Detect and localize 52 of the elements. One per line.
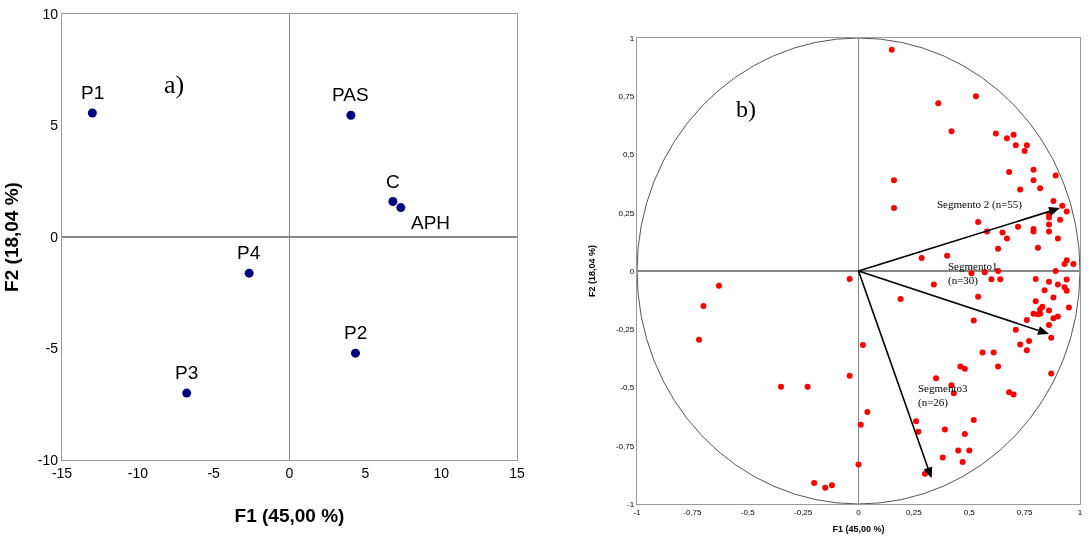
x-tick-label: 0,25 — [906, 507, 923, 517]
x-tick-label: -15 — [51, 465, 73, 481]
point — [388, 197, 398, 207]
y-tick-label: -1 — [627, 499, 635, 509]
annotation: a) — [164, 70, 185, 99]
x-tick-label: 0 — [285, 465, 294, 481]
x-tick-label: -5 — [207, 465, 221, 481]
annotation: PAS — [332, 84, 369, 105]
y-axis-title: F2 (18,04 %) — [0, 182, 22, 292]
y-tick-label: -0,5 — [620, 383, 635, 393]
x-tick-label: 5 — [361, 465, 370, 481]
x-tick-label: 10 — [433, 465, 450, 481]
x-tick-label: -0,25 — [794, 507, 813, 517]
annotation: P3 — [175, 362, 199, 383]
y-tick-label: 0,25 — [618, 208, 635, 218]
x-axis-title: F1 (45,00 %) — [234, 504, 345, 526]
x-tick-label: -0,5 — [740, 507, 756, 517]
annotation: Segmento3 (n=26) — [918, 382, 968, 410]
point — [346, 110, 356, 120]
x-tick-label: 0,5 — [963, 507, 976, 517]
annotation: b) — [736, 96, 756, 122]
y-tick-label: 0 — [50, 228, 59, 245]
x-tick-label: 0,75 — [1016, 507, 1033, 517]
annotation: P2 — [344, 322, 368, 343]
y-axis-title: F2 (18,04 %) — [587, 244, 598, 298]
point — [87, 108, 97, 118]
point — [244, 268, 254, 278]
point — [182, 388, 192, 398]
y-tick-label: 10 — [42, 5, 59, 22]
y-tick-label: 0 — [629, 266, 635, 276]
annotation: Segmento1 (n=30) — [948, 260, 998, 288]
annotation: C — [386, 171, 400, 192]
y-tick-label: -5 — [45, 340, 59, 357]
annotation: P1 — [81, 82, 105, 103]
y-tick-label: 0,75 — [618, 92, 635, 102]
point — [350, 348, 360, 358]
y-tick-label: 1 — [629, 33, 635, 43]
y-tick-label: 5 — [50, 117, 59, 134]
x-tick-label: -0,75 — [683, 507, 703, 517]
y-tick-label: -0,75 — [615, 441, 635, 451]
x-tick-label: 0 — [856, 507, 862, 517]
annotation: APH — [411, 212, 451, 233]
annotation: P4 — [237, 242, 261, 263]
x-axis-title: F1 (45,00 %) — [832, 524, 885, 535]
y-tick-label: 0,5 — [623, 150, 635, 160]
y-tick-label: -10 — [37, 451, 59, 468]
x-tick-label: -10 — [127, 465, 149, 481]
annotation: Segmento 2 (n=55) — [937, 198, 1023, 211]
point — [396, 203, 406, 213]
x-tick-label: 1 — [1077, 507, 1083, 517]
x-tick-label: 15 — [509, 465, 525, 481]
y-tick-label: -0,25 — [615, 325, 635, 335]
